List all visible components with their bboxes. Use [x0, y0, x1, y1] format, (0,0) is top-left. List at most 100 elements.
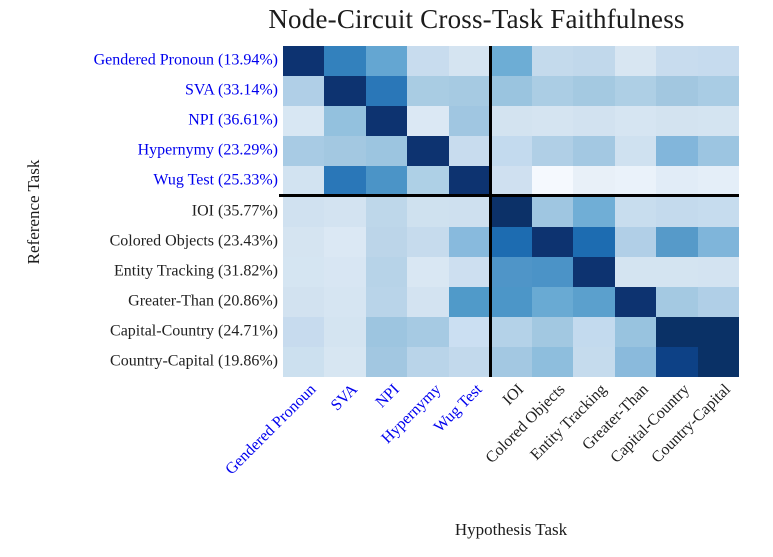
- heatmap-cell-r1-c5: [448, 46, 491, 77]
- heatmap-cell-r8-c2: [324, 256, 366, 287]
- heatmap-cell-r4-c1: [283, 136, 325, 167]
- heatmap-cell-r8-c8: [573, 256, 615, 287]
- y-tick-label: Entity Tracking (31.82%): [114, 262, 278, 280]
- heatmap-cell-r6-c5: [448, 196, 491, 227]
- heatmap-cell-r2-c2: [324, 76, 366, 107]
- y-tick-label: NPI (36.61%): [188, 111, 278, 129]
- heatmap-cell-r4-c3: [365, 136, 408, 167]
- heatmap-cell-r7-c3: [365, 226, 408, 257]
- heatmap-cell-r9-c7: [531, 286, 574, 317]
- heatmap-cell-r4-c4: [407, 136, 449, 167]
- heatmap-cell-r9-c3: [365, 286, 408, 317]
- heatmap-cell-r2-c6: [490, 76, 532, 107]
- heatmap-cell-r2-c10: [656, 76, 698, 107]
- heatmap-cell-r4-c7: [531, 136, 574, 167]
- y-axis-title: Reference Task: [24, 159, 43, 265]
- heatmap-cell-r7-c7: [531, 226, 574, 257]
- heatmap-cell-r5-c2: [324, 166, 366, 197]
- y-tick-label: SVA (33.14%): [184, 81, 278, 99]
- heatmap-cell-r1-c8: [573, 46, 615, 77]
- heatmap-cell-r5-c10: [656, 166, 698, 197]
- heatmap-cell-r10-c11: [697, 316, 739, 347]
- heatmap-cell-r2-c8: [573, 76, 615, 107]
- chart-title: Node-Circuit Cross-Task Faithfulness: [268, 4, 685, 34]
- heatmap-cell-r3-c4: [407, 106, 449, 137]
- heatmap-cell-r6-c2: [324, 196, 366, 227]
- heatmap-cell-r11-c6: [490, 346, 532, 377]
- heatmap-cell-r8-c6: [490, 256, 532, 287]
- heatmap-cell-r8-c4: [407, 256, 449, 287]
- heatmap-cell-r9-c9: [614, 286, 657, 317]
- heatmap-cell-r1-c7: [531, 46, 574, 77]
- heatmap-cell-r11-c7: [531, 346, 574, 377]
- heatmap-cell-r8-c7: [531, 256, 574, 287]
- heatmap-cell-r7-c1: [283, 226, 325, 257]
- heatmap-cell-r9-c1: [283, 286, 325, 317]
- heatmap-cell-r1-c11: [697, 46, 739, 77]
- y-tick-label: Hypernymy (23.29%): [137, 141, 278, 159]
- heatmap-cell-r6-c4: [407, 196, 449, 227]
- heatmap-cell-r5-c8: [573, 166, 615, 197]
- heatmap-cell-r8-c5: [448, 256, 491, 287]
- heatmap-cell-r7-c5: [448, 226, 491, 257]
- heatmap-cell-r5-c11: [697, 166, 739, 197]
- heatmap-cell-r9-c10: [656, 286, 698, 317]
- heatmap-cell-r3-c3: [365, 106, 408, 137]
- heatmap-cell-r4-c8: [573, 136, 615, 167]
- heatmap-cell-r2-c4: [407, 76, 449, 107]
- heatmap-cell-r10-c6: [490, 316, 532, 347]
- heatmap-cell-r10-c3: [365, 316, 408, 347]
- heatmap-cell-r7-c10: [656, 226, 698, 257]
- heatmap-cell-r11-c5: [448, 346, 491, 377]
- heatmap-cell-r4-c5: [448, 136, 491, 167]
- y-tick-label: IOI (35.77%): [191, 201, 278, 219]
- heatmap-cell-r1-c3: [365, 46, 408, 77]
- heatmap-cell-r3-c5: [448, 106, 491, 137]
- y-tick-label: Capital-Country (24.71%): [110, 322, 278, 340]
- heatmap-cell-r8-c9: [614, 256, 657, 287]
- heatmap-cell-r10-c4: [407, 316, 449, 347]
- heatmap-cell-r9-c5: [448, 286, 491, 317]
- heatmap-cell-r10-c8: [573, 316, 615, 347]
- heatmap-cell-r3-c1: [283, 106, 325, 137]
- heatmap-cell-r10-c1: [283, 316, 325, 347]
- heatmap-cell-r10-c7: [531, 316, 574, 347]
- heatmap-cell-r11-c4: [407, 346, 449, 377]
- heatmap-cell-r11-c10: [656, 346, 698, 377]
- heatmap-cell-r1-c9: [614, 46, 657, 77]
- heatmap-cell-r5-c3: [365, 166, 408, 197]
- heatmap-cell-r6-c6: [490, 196, 532, 227]
- heatmap-cell-r2-c7: [531, 76, 574, 107]
- heatmap-grid: [283, 46, 739, 377]
- heatmap-cell-r7-c11: [697, 226, 739, 257]
- heatmap-cell-r11-c11: [697, 346, 739, 377]
- y-tick-label: Gendered Pronoun (13.94%): [93, 51, 278, 69]
- heatmap-cell-r11-c9: [614, 346, 657, 377]
- heatmap-cell-r7-c4: [407, 226, 449, 257]
- heatmap-cell-r7-c8: [573, 226, 615, 257]
- heatmap-cell-r3-c2: [324, 106, 366, 137]
- heatmap-cell-r6-c7: [531, 196, 574, 227]
- x-tick-label: IOI: [499, 381, 528, 409]
- heatmap-cell-r1-c4: [407, 46, 449, 77]
- heatmap-cell-r2-c3: [365, 76, 408, 107]
- heatmap-cell-r7-c2: [324, 226, 366, 257]
- quadrant-divider-vertical: [489, 46, 492, 377]
- heatmap-cell-r6-c11: [697, 196, 739, 227]
- y-tick-label: Colored Objects (23.43%): [109, 232, 278, 250]
- heatmap-cell-r5-c9: [614, 166, 657, 197]
- heatmap-cell-r2-c5: [448, 76, 491, 107]
- heatmap-cell-r1-c1: [283, 46, 325, 77]
- heatmap-cell-r4-c6: [490, 136, 532, 167]
- y-tick-label: Greater-Than (20.86%): [128, 292, 278, 310]
- heatmap-cell-r9-c11: [697, 286, 739, 317]
- heatmap-cell-r11-c1: [283, 346, 325, 377]
- heatmap-cell-r2-c9: [614, 76, 657, 107]
- heatmap-cell-r8-c3: [365, 256, 408, 287]
- heatmap-cell-r9-c6: [490, 286, 532, 317]
- heatmap-cell-r7-c6: [490, 226, 532, 257]
- heatmap-cell-r8-c1: [283, 256, 325, 287]
- heatmap-cell-r4-c10: [656, 136, 698, 167]
- heatmap-cell-r10-c5: [448, 316, 491, 347]
- heatmap-cell-r7-c9: [614, 226, 657, 257]
